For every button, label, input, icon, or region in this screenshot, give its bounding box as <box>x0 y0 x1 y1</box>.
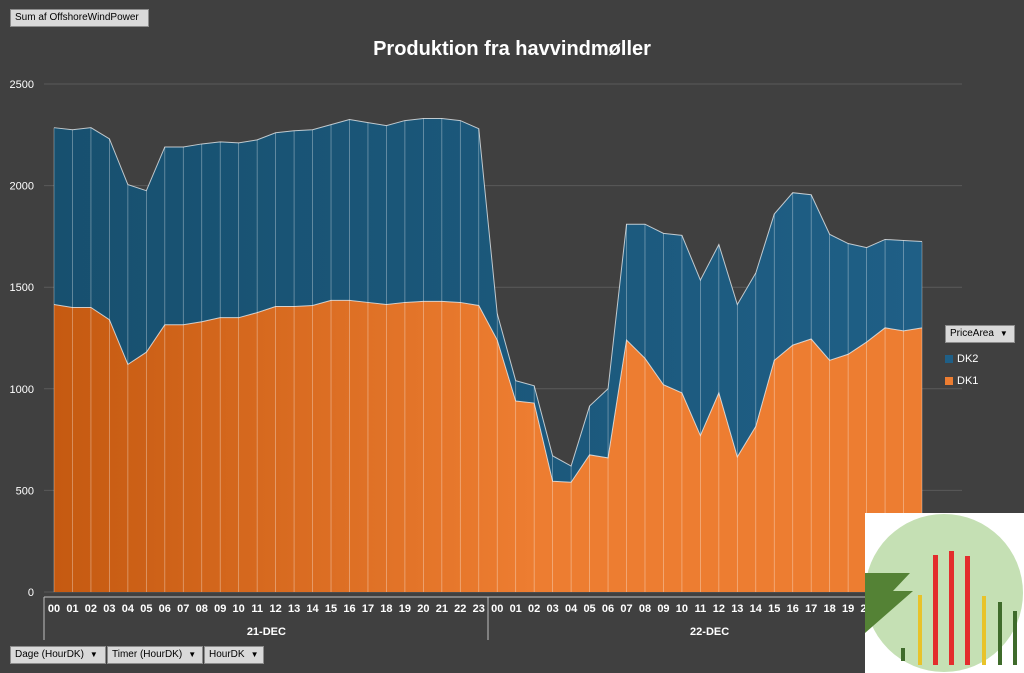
series-line-dk1 <box>53 299 923 483</box>
x-tick-label: 13 <box>288 603 300 615</box>
y-tick-label: 0 <box>28 587 34 599</box>
series-area-dk1 <box>54 300 922 592</box>
x-tick-label: 11 <box>251 603 263 615</box>
x-tick-label: 14 <box>306 603 319 615</box>
x-tick-label: 07 <box>620 603 632 615</box>
legend-item-dk2: DK2 <box>945 353 1015 365</box>
x-tick-label: 05 <box>583 603 595 615</box>
dage-field-label: Dage (HourDK) <box>15 649 84 660</box>
chart-title: Produktion fra havvindmøller <box>373 38 651 60</box>
x-tick-label: 02 <box>528 603 540 615</box>
y-tick-label: 2000 <box>10 181 34 193</box>
x-tick-label: 08 <box>639 603 651 615</box>
x-tick-label: 16 <box>343 603 355 615</box>
x-tick-label: 20 <box>417 603 429 615</box>
x-tick-label: 03 <box>103 603 115 615</box>
x-tick-label: 05 <box>140 603 152 615</box>
x-tick-label: 12 <box>713 603 725 615</box>
x-tick-label: 19 <box>842 603 854 615</box>
legend-swatch-dk1 <box>945 377 953 385</box>
legend: PriceArea ▼ DK2 DK1 <box>945 325 1015 387</box>
y-tick-label: 2500 <box>10 79 34 91</box>
hourdk-field-button[interactable]: HourDK ▼ <box>204 646 264 664</box>
day-label: 21-DEC <box>247 626 286 638</box>
value-field-button[interactable]: Sum af OffshoreWindPower <box>10 9 149 27</box>
x-tick-label: 18 <box>824 603 836 615</box>
dropdown-arrow-icon: ▼ <box>999 329 1008 338</box>
x-tick-label: 17 <box>362 603 374 615</box>
timer-field-button[interactable]: Timer (HourDK) ▼ <box>107 646 203 664</box>
legend-swatch-dk2 <box>945 355 953 363</box>
x-tick-label: 10 <box>233 603 245 615</box>
price-area-filter-button[interactable]: PriceArea ▼ <box>945 325 1015 343</box>
x-tick-label: 04 <box>122 603 135 615</box>
x-tick-label: 06 <box>159 603 171 615</box>
x-tick-label: 00 <box>48 603 60 615</box>
x-tick-label: 06 <box>602 603 614 615</box>
hourdk-field-label: HourDK <box>209 649 245 660</box>
value-field-label: Sum af OffshoreWindPower <box>15 12 139 23</box>
x-tick-label: 09 <box>214 603 226 615</box>
x-tick-label: 10 <box>676 603 688 615</box>
x-tick-label: 07 <box>177 603 189 615</box>
x-tick-label: 14 <box>750 603 763 615</box>
timer-field-label: Timer (HourDK) <box>112 649 183 660</box>
x-tick-label: 15 <box>768 603 780 615</box>
x-tick-label: 19 <box>399 603 411 615</box>
x-tick-label: 01 <box>66 603 78 615</box>
day-label: 22-DEC <box>690 626 729 638</box>
x-tick-label: 00 <box>491 603 503 615</box>
x-tick-label: 04 <box>565 603 578 615</box>
x-tick-label: 21 <box>436 603 448 615</box>
x-tick-label: 03 <box>547 603 559 615</box>
dropdown-arrow-icon: ▼ <box>89 650 98 659</box>
dage-field-button[interactable]: Dage (HourDK) ▼ <box>10 646 106 664</box>
dropdown-arrow-icon: ▼ <box>250 650 259 659</box>
series-area-dk2 <box>54 118 922 483</box>
price-area-label: PriceArea <box>950 328 994 339</box>
y-tick-label: 1500 <box>10 282 34 294</box>
series-line-dk2 <box>53 118 923 467</box>
x-tick-label: 11 <box>695 603 707 615</box>
x-tick-label: 22 <box>454 603 466 615</box>
x-tick-label: 08 <box>196 603 208 615</box>
x-tick-label: 13 <box>731 603 743 615</box>
logo-graphic <box>865 514 1023 672</box>
x-tick-label: 16 <box>787 603 799 615</box>
x-tick-label: 17 <box>805 603 817 615</box>
x-tick-label: 09 <box>657 603 669 615</box>
legend-label-dk2: DK2 <box>957 353 979 365</box>
x-tick-label: 01 <box>510 603 522 615</box>
y-tick-label: 1000 <box>10 384 34 396</box>
logo <box>865 513 1024 673</box>
x-tick-label: 23 <box>473 603 485 615</box>
x-tick-label: 15 <box>325 603 337 615</box>
x-tick-label: 02 <box>85 603 97 615</box>
x-tick-label: 18 <box>380 603 392 615</box>
x-tick-label: 12 <box>269 603 281 615</box>
legend-label-dk1: DK1 <box>957 375 979 387</box>
y-tick-label: 500 <box>16 485 34 497</box>
legend-item-dk1: DK1 <box>945 375 1015 387</box>
dropdown-arrow-icon: ▼ <box>188 650 197 659</box>
